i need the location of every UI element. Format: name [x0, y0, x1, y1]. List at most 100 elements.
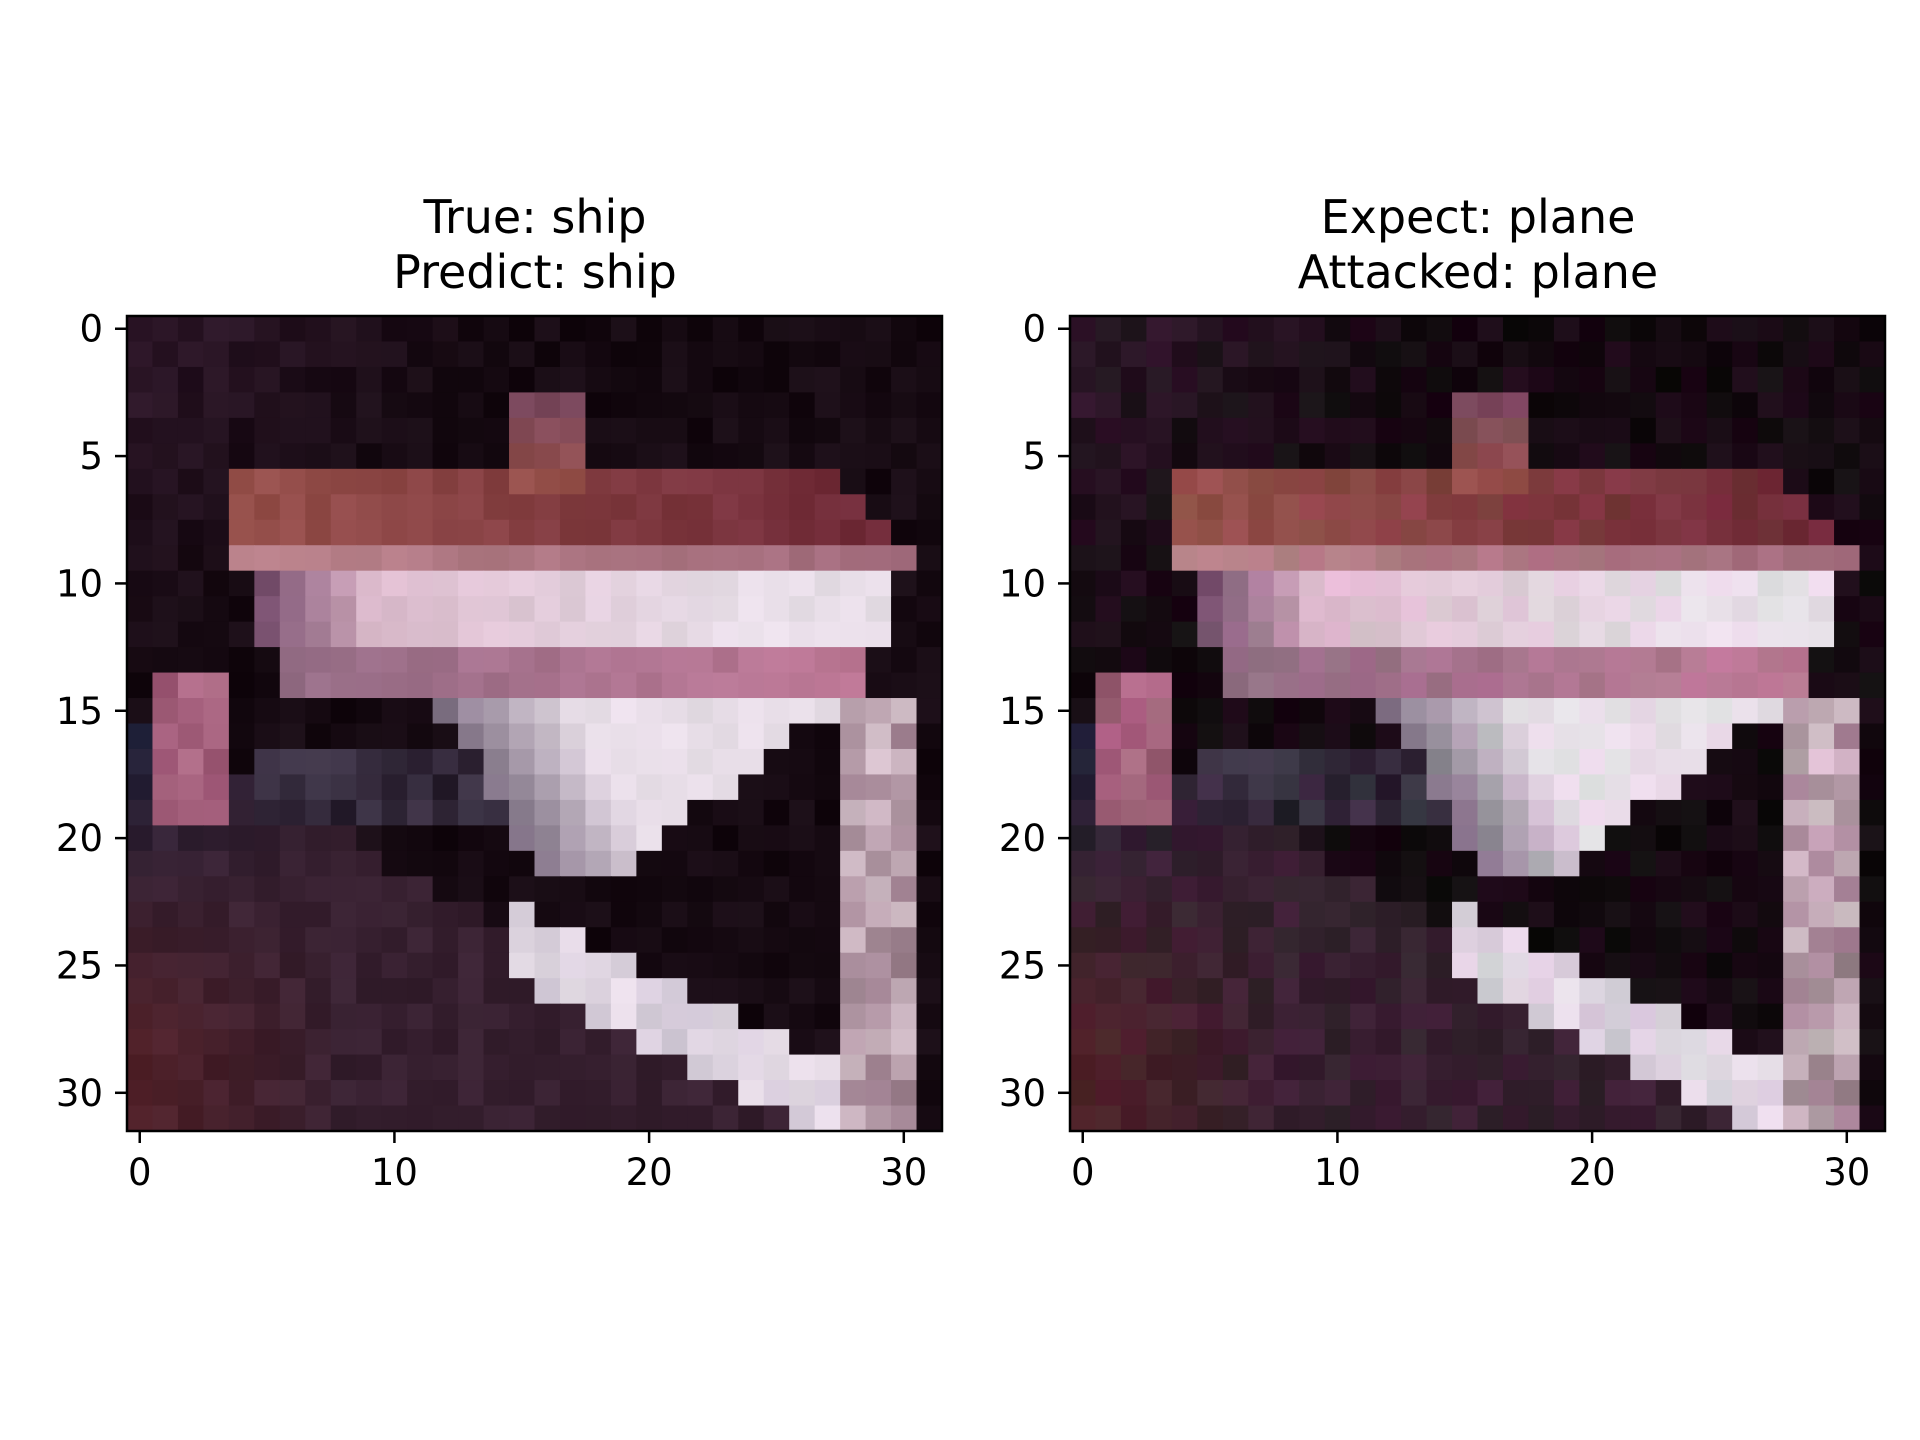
image-pixel	[127, 570, 154, 597]
image-pixel	[814, 978, 841, 1005]
image-pixel	[407, 748, 434, 776]
image-pixel	[305, 1003, 332, 1030]
image-pixel	[865, 570, 892, 597]
image-pixel	[636, 596, 663, 623]
image-pixel	[356, 978, 383, 1005]
image-pixel	[1426, 748, 1453, 776]
image-pixel	[1859, 392, 1886, 419]
image-pixel	[1528, 1054, 1555, 1081]
image-pixel	[1579, 1105, 1606, 1132]
image-pixel	[1197, 978, 1224, 1005]
image-pixel	[763, 1054, 790, 1081]
image-pixel	[1553, 850, 1580, 877]
image-pixel	[127, 341, 154, 368]
image-pixel	[228, 825, 255, 852]
image-pixel	[1477, 596, 1504, 623]
image-pixel	[1197, 621, 1224, 648]
image-pixel	[1401, 774, 1428, 801]
image-pixel	[305, 850, 332, 877]
image-pixel	[1324, 748, 1351, 776]
image-pixel	[356, 927, 383, 954]
image-pixel	[1553, 825, 1580, 852]
image-pixel	[305, 723, 332, 750]
image-pixel	[1120, 901, 1148, 928]
image-pixel	[254, 1003, 281, 1030]
image-pixel	[559, 978, 587, 1005]
image-pixel	[1834, 774, 1861, 801]
image-pixel	[636, 978, 663, 1005]
image-pixel	[916, 494, 943, 521]
image-pixel	[789, 545, 816, 572]
image-pixel	[228, 952, 255, 979]
image-pixel	[1197, 1080, 1224, 1107]
image-pixel	[1757, 952, 1784, 979]
image-pixel	[509, 316, 536, 343]
image-pixel	[127, 876, 154, 903]
image-pixel	[559, 927, 587, 954]
image-pixel	[534, 774, 561, 801]
image-pixel	[1324, 341, 1351, 368]
image-pixel	[483, 876, 510, 903]
image-pixel	[1299, 316, 1326, 343]
image-pixel	[1528, 901, 1555, 928]
image-pixel	[840, 672, 867, 699]
image-pixel	[1732, 494, 1759, 521]
image-pixel	[254, 1029, 281, 1056]
image-pixel	[1171, 876, 1198, 903]
image-pixel	[381, 494, 408, 521]
image-pixel	[1681, 417, 1708, 444]
image-pixel	[1197, 341, 1224, 368]
image-pixel	[407, 392, 434, 419]
image-pixel	[534, 545, 561, 572]
image-pixel	[865, 443, 892, 470]
image-pixel	[1273, 1105, 1300, 1132]
image-pixel	[1783, 316, 1810, 343]
image-pixel	[916, 621, 943, 648]
image-pixel	[1834, 519, 1861, 546]
image-pixel	[763, 468, 790, 495]
image-pixel	[712, 366, 739, 394]
image-pixel	[636, 417, 663, 444]
image-pixel	[228, 1029, 255, 1056]
image-pixel	[1120, 1054, 1148, 1081]
image-pixel	[585, 1054, 612, 1081]
image-pixel	[1273, 774, 1300, 801]
image-pixel	[636, 850, 663, 877]
image-pixel	[891, 1029, 918, 1056]
image-pixel	[432, 621, 459, 648]
image-pixel	[1732, 316, 1759, 343]
image-pixel	[585, 901, 612, 928]
image-pixel	[1528, 494, 1555, 521]
image-pixel	[1120, 316, 1148, 343]
image-pixel	[1834, 825, 1861, 852]
image-pixel	[1783, 1003, 1810, 1030]
image-pixel	[483, 468, 510, 495]
image-pixel	[1171, 494, 1198, 521]
image-pixel	[1681, 850, 1708, 877]
image-pixel	[228, 774, 255, 801]
image-pixel	[483, 1054, 510, 1081]
image-pixel	[1299, 672, 1326, 699]
image-pixel	[127, 978, 154, 1005]
image-pixel	[1248, 392, 1275, 419]
image-pixel	[1197, 545, 1224, 572]
image-pixel	[127, 672, 154, 699]
image-pixel	[1375, 1105, 1402, 1132]
image-pixel	[330, 1105, 357, 1132]
image-pixel	[1834, 545, 1861, 572]
image-pixel	[1579, 468, 1606, 495]
image-pixel	[1553, 698, 1580, 725]
image-pixel	[1706, 901, 1733, 928]
image-pixel	[1426, 1105, 1453, 1132]
image-pixel	[1146, 825, 1173, 852]
image-pixel	[534, 1003, 561, 1030]
image-pixel	[1630, 468, 1657, 495]
image-pixel	[636, 366, 663, 394]
image-pixel	[1732, 672, 1759, 699]
image-pixel	[1502, 698, 1530, 725]
image-pixel	[330, 774, 357, 801]
image-pixel	[1120, 1105, 1148, 1132]
image-pixel	[687, 799, 714, 826]
image-pixel	[1553, 952, 1580, 979]
image-pixel	[585, 468, 612, 495]
